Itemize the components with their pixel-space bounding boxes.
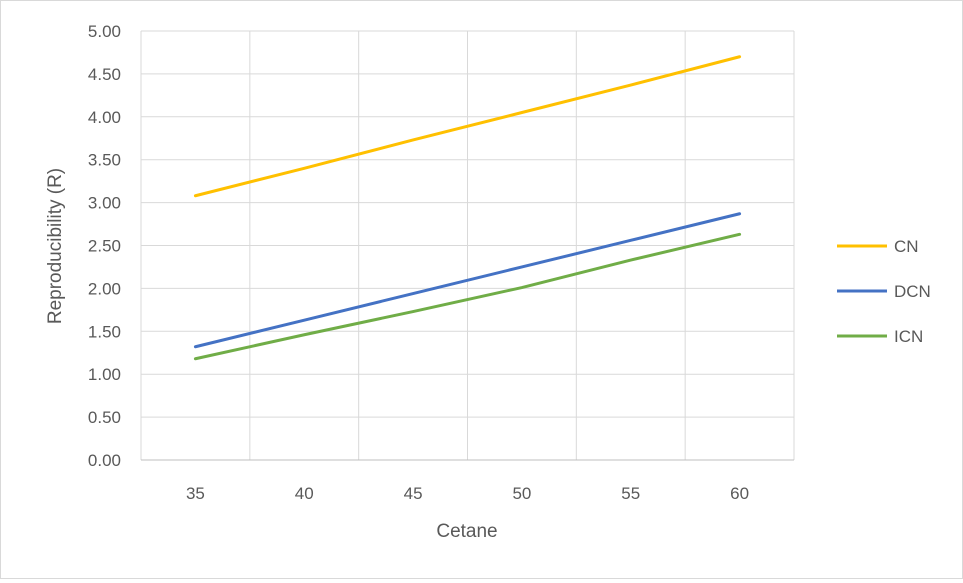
y-axis-title: Reproducibility (R)	[45, 168, 66, 324]
legend-label-cn: CN	[894, 237, 919, 256]
series-lines	[193, 55, 742, 361]
tick-labels: 0.00 0.50 1.00 1.50 2.00 2.50 3.00 3.50 4.00 4.50…	[88, 22, 749, 503]
x-axis-title: Cetane	[436, 521, 497, 542]
series-line-icn	[193, 232, 742, 361]
series-line-dcn	[193, 212, 742, 349]
x-tick-label: 55	[621, 484, 640, 503]
grid	[140, 30, 795, 460]
x-tick-label: 60	[730, 484, 749, 503]
legend: CN DCN ICN	[837, 237, 931, 346]
y-tick-label: 4.00	[88, 108, 121, 127]
y-tick-label: 5.00	[88, 22, 121, 41]
x-tick-label: 35	[186, 484, 205, 503]
x-tick-label: 50	[512, 484, 531, 503]
x-tick-label: 45	[404, 484, 423, 503]
y-tick-label: 2.00	[88, 279, 121, 298]
y-tick-label: 0.50	[88, 408, 121, 427]
y-tick-label: 3.50	[88, 151, 121, 170]
series-line-cn	[193, 55, 742, 198]
x-tick-label: 40	[295, 484, 314, 503]
legend-label-icn: ICN	[894, 327, 923, 346]
y-tick-label: 3.00	[88, 194, 121, 213]
y-tick-label: 0.00	[88, 451, 121, 470]
legend-label-dcn: DCN	[894, 282, 931, 301]
y-tick-label: 1.50	[88, 322, 121, 341]
y-tick-label: 4.50	[88, 65, 121, 84]
y-tick-label: 1.00	[88, 365, 121, 384]
y-tick-label: 2.50	[88, 237, 121, 256]
